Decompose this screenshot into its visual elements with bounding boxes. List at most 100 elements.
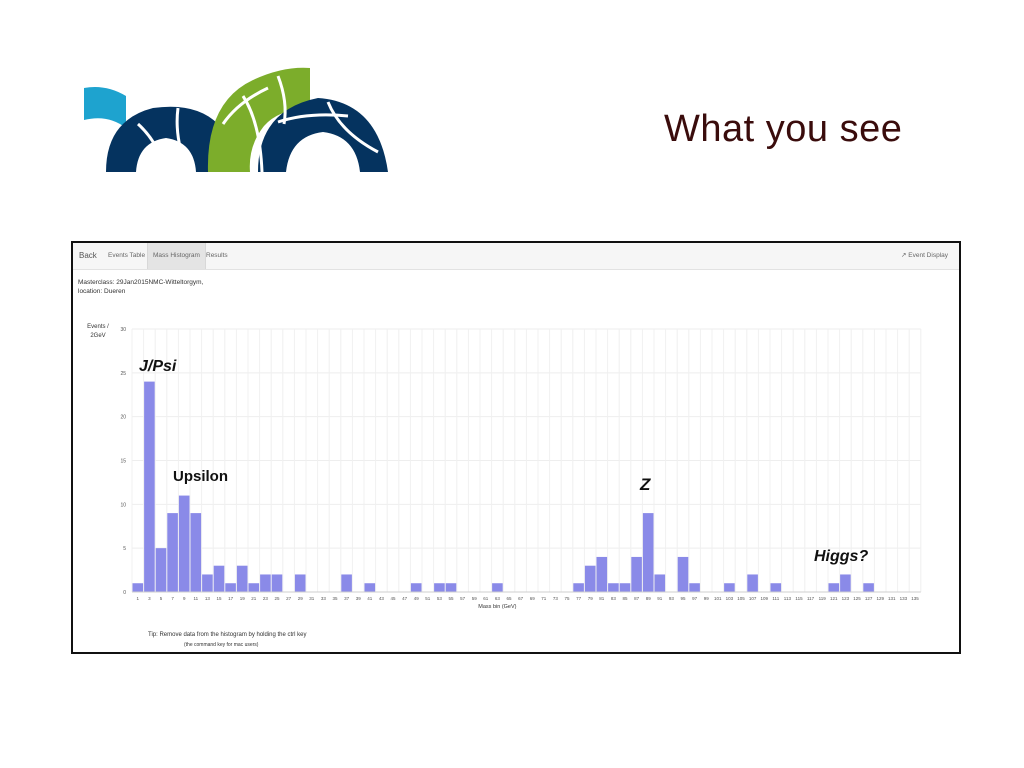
y-tick-label: 20: [120, 415, 126, 421]
masterclass-logo: [84, 67, 388, 173]
x-tick-label: 21: [251, 596, 257, 601]
x-tick-label: 111: [772, 596, 779, 601]
event-display-label: Event Display: [908, 252, 948, 259]
x-tick-label: 39: [356, 596, 362, 601]
x-tick-label: 127: [865, 596, 873, 601]
x-tick-label: 83: [611, 596, 617, 601]
x-tick-label: 73: [553, 596, 559, 601]
x-tick-label: 29: [298, 596, 304, 601]
x-tick-label: 53: [437, 596, 443, 601]
histogram-bar: [445, 583, 457, 592]
tab-mass-histogram[interactable]: Mass Histogram: [147, 243, 206, 269]
x-tick-label: 117: [807, 596, 815, 601]
histogram-bar: [584, 565, 596, 592]
tip-text: Tip: Remove data from the histogram by h…: [148, 632, 307, 638]
x-tick-label: 81: [599, 596, 605, 601]
histogram-bar: [167, 513, 178, 592]
x-tick-label: 13: [205, 596, 211, 601]
x-tick-label: 47: [402, 596, 408, 601]
x-tick-label: 105: [737, 596, 745, 601]
x-tick-label: 49: [414, 596, 420, 601]
tab-results[interactable]: Results: [206, 252, 228, 259]
y-tick-label: 10: [120, 502, 126, 508]
x-tick-label: 123: [842, 596, 850, 601]
x-tick-label: 27: [286, 596, 292, 601]
histogram-bar: [248, 583, 260, 592]
y-axis-label-line2: 2GeV: [90, 333, 106, 339]
x-tick-label: 17: [228, 596, 234, 601]
y-tick-label: 5: [123, 546, 126, 552]
histogram-bar: [364, 583, 376, 592]
x-tick-label: 71: [541, 596, 547, 601]
tab-events-table[interactable]: Events Table: [108, 252, 146, 259]
x-tick-label: 115: [795, 596, 803, 601]
external-link-icon: ↗: [900, 252, 909, 259]
x-tick-label: 91: [657, 596, 663, 601]
histogram-bar: [271, 574, 283, 592]
histogram-bar: [608, 583, 619, 592]
x-tick-label: 11: [193, 596, 198, 601]
x-tick-label: 55: [448, 596, 454, 601]
x-tick-label: 107: [749, 596, 757, 601]
histogram-bar: [642, 513, 654, 592]
x-tick-label: 57: [460, 596, 466, 601]
y-tick-label: 25: [120, 371, 126, 377]
annotation-higgs: Higgs?: [814, 548, 869, 565]
x-tick-label: 135: [911, 596, 919, 601]
x-tick-label: 97: [692, 596, 698, 601]
annotation-upsilon: Upsilon: [173, 468, 228, 485]
histogram-bar: [410, 583, 422, 592]
x-tick-label: 69: [530, 596, 536, 601]
x-tick-label: 61: [483, 596, 489, 601]
x-tick-label: 65: [506, 596, 512, 601]
histogram-bar: [155, 548, 167, 592]
navbar: Back Events Table Mass Histogram Results…: [73, 243, 959, 270]
histogram-bar: [492, 583, 503, 592]
histogram-bar: [225, 583, 236, 592]
x-tick-label: 33: [321, 596, 327, 601]
x-tick-label: 43: [379, 596, 385, 601]
x-tick-label: 19: [240, 596, 246, 601]
x-tick-label: 51: [425, 596, 431, 601]
y-tick-label: 15: [120, 459, 126, 465]
histogram-bar: [840, 574, 851, 592]
histogram-bar: [260, 574, 271, 592]
logo-light-blue-arc: [84, 87, 126, 128]
x-tick-label: 15: [216, 596, 222, 601]
x-tick-label: 35: [332, 596, 338, 601]
x-tick-label: 129: [876, 596, 884, 601]
x-tick-label: 113: [784, 596, 792, 601]
histogram-bar: [202, 574, 213, 592]
app-screenshot: Back Events Table Mass Histogram Results…: [71, 241, 961, 654]
y-axis-label-line1: Events /: [87, 324, 109, 330]
x-tick-label: 93: [669, 596, 675, 601]
histogram-bar: [190, 513, 202, 592]
histogram-bar: [654, 574, 666, 592]
x-tick-label: 9: [183, 596, 186, 601]
x-tick-label: 79: [588, 596, 594, 601]
x-tick-label: 77: [576, 596, 582, 601]
x-tick-label: 7: [171, 596, 174, 601]
x-tick-label: 95: [680, 596, 686, 601]
logo-navy-arch-left: [106, 106, 218, 172]
histogram-bar: [132, 583, 144, 592]
histogram-bar: [144, 381, 155, 592]
x-tick-label: 133: [900, 596, 908, 601]
x-tick-label: 125: [853, 596, 861, 601]
nav-back-link[interactable]: Back: [79, 251, 97, 260]
histogram-bar: [573, 583, 584, 592]
x-tick-label: 109: [760, 596, 768, 601]
x-tick-label: 31: [309, 596, 315, 601]
x-tick-label: 131: [888, 596, 896, 601]
x-tick-label: 63: [495, 596, 501, 601]
histogram-bar: [863, 583, 874, 592]
event-display-link[interactable]: ↗ Event Display: [896, 243, 953, 269]
histogram-bar: [341, 574, 352, 592]
x-tick-label: 101: [714, 596, 722, 601]
histogram-bar: [178, 495, 190, 592]
histogram-bar: [619, 583, 631, 592]
annotation-jpsi: J/Psi: [139, 358, 177, 375]
x-tick-label: 23: [263, 596, 269, 601]
x-tick-label: 103: [726, 596, 734, 601]
x-tick-label: 41: [367, 596, 373, 601]
